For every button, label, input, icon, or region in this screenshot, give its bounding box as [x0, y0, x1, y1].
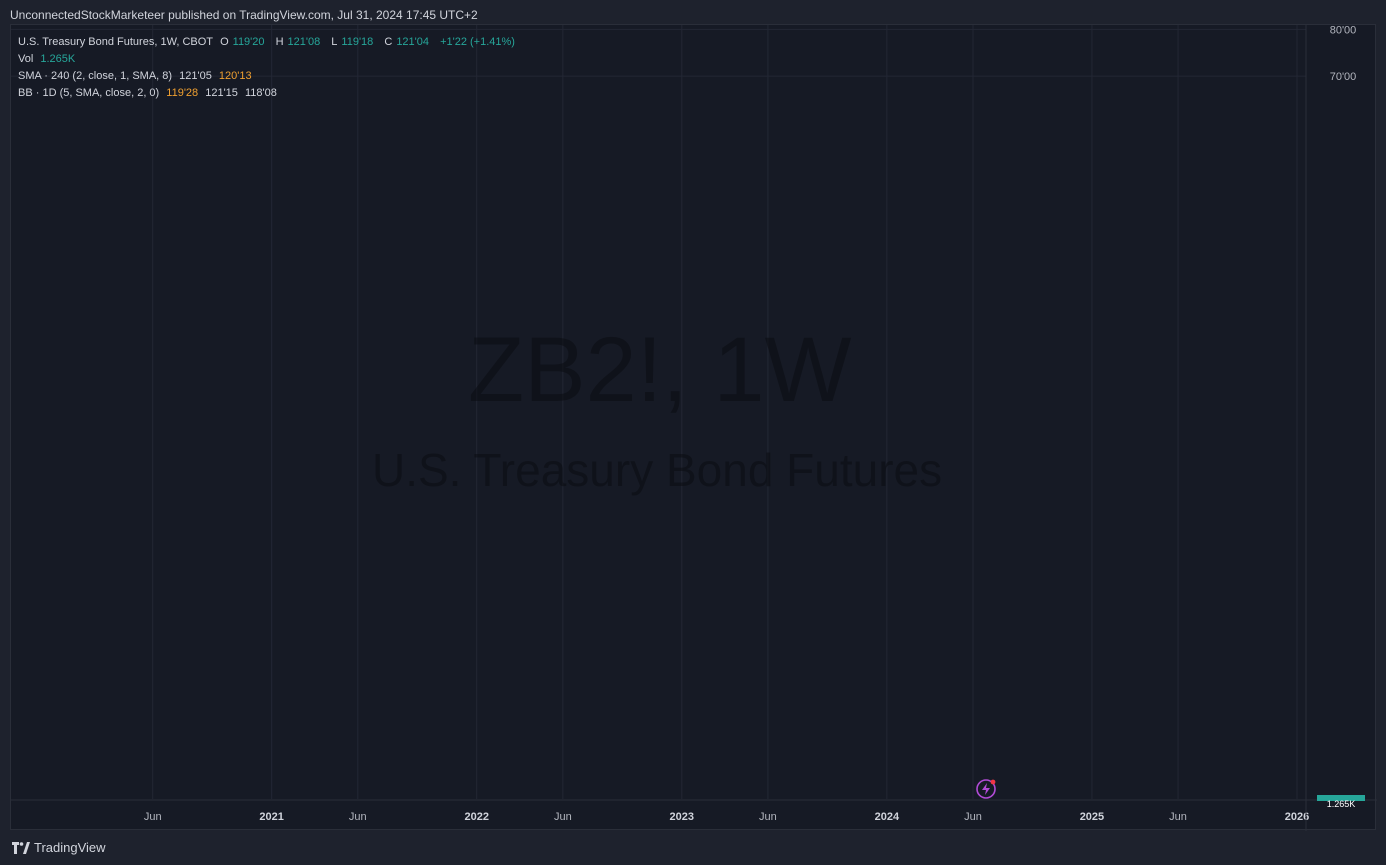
x-tick-label: Jun — [144, 811, 162, 823]
bb-value-3: 118'08 — [244, 87, 277, 99]
open-label: O — [220, 36, 229, 48]
bb-label: BB · 1D (5, SMA, close, 2, 0) — [18, 87, 160, 99]
price-chart[interactable]: 230'00220'00210'00200'00170'00160'00150'… — [11, 25, 1377, 831]
grid — [11, 25, 1306, 799]
x-tick-label: 2023 — [670, 811, 694, 823]
high-value: 121'08 — [287, 36, 321, 48]
legend-bb-row[interactable]: BB · 1D (5, SMA, close, 2, 0) 119'28 121… — [18, 85, 519, 102]
watermark-ticker: ZB2!, 1W — [468, 319, 852, 421]
publisher-line: UnconnectedStockMarketeer published on T… — [10, 8, 478, 22]
x-tick-label: 2021 — [259, 811, 283, 823]
x-tick-label: 2025 — [1080, 811, 1104, 823]
open-value: 119'20 — [232, 36, 265, 48]
low-value: 119'18 — [341, 36, 374, 48]
flash-icon[interactable] — [975, 778, 997, 800]
x-tick-label: 2026 — [1285, 811, 1309, 823]
sma-label: SMA · 240 (2, close, 1, SMA, 8) — [18, 70, 173, 82]
x-tick-label: Jun — [1169, 811, 1187, 823]
tradingview-logo-icon — [12, 841, 30, 854]
legend-sma-row[interactable]: SMA · 240 (2, close, 1, SMA, 8) 121'05 1… — [18, 68, 519, 85]
tradingview-brand: TradingView — [34, 840, 106, 855]
x-tick-label: Jun — [349, 811, 367, 823]
change-value: +1'22 (+1.41%) — [440, 36, 515, 48]
bb-value-1: 119'28 — [166, 87, 199, 99]
y-tick-label: 80'00 — [1330, 25, 1357, 36]
footer: TradingView — [0, 834, 1386, 865]
close-label: C — [384, 36, 393, 48]
volume-stub: 1.265K — [1327, 799, 1356, 809]
bb-value-2: 121'15 — [205, 87, 238, 99]
vol-label: Vol — [18, 53, 34, 65]
x-tick-label: Jun — [964, 811, 982, 823]
legend-vol-row[interactable]: Vol 1.265K — [18, 51, 519, 68]
legend: U.S. Treasury Bond Futures, 1W, CBOT O 11… — [18, 34, 519, 102]
legend-symbol-row[interactable]: U.S. Treasury Bond Futures, 1W, CBOT O 11… — [18, 34, 519, 51]
close-value: 121'04 — [396, 36, 430, 48]
y-tick-label: 70'00 — [1330, 71, 1357, 83]
x-tick-label: Jun — [554, 811, 572, 823]
vol-value: 1.265K — [40, 53, 76, 65]
tradingview-logo[interactable]: TradingView — [12, 840, 106, 855]
x-tick-label: 2024 — [875, 811, 900, 823]
chart-panel[interactable]: 230'00220'00210'00200'00170'00160'00150'… — [10, 24, 1377, 831]
volume-stub-bg — [1317, 795, 1365, 801]
x-tick-label: Jun — [759, 811, 777, 823]
symbol-name[interactable]: U.S. Treasury Bond Futures, 1W, CBOT — [18, 36, 214, 48]
sma-value-2: 120'13 — [218, 70, 252, 82]
x-tick-label: 2022 — [464, 811, 488, 823]
low-label: L — [331, 36, 338, 48]
watermark-name: U.S. Treasury Bond Futures — [372, 444, 943, 496]
high-label: H — [275, 36, 284, 48]
sma-value-1: 121'05 — [179, 70, 212, 82]
